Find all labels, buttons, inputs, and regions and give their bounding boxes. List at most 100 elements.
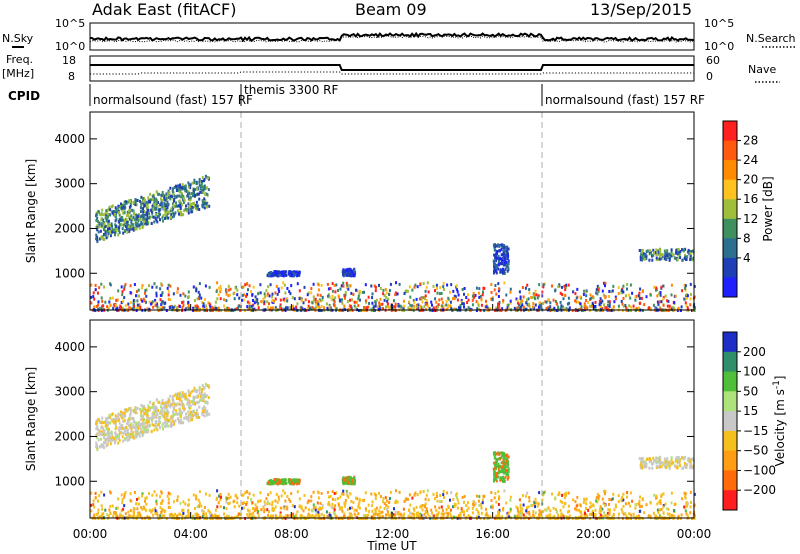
vel-scatter-cell <box>277 495 280 499</box>
power-scatter-cell <box>183 199 186 203</box>
vel-scatter-cell <box>631 499 634 503</box>
power-scatter-cell <box>183 197 186 201</box>
vel-scatter-cell <box>129 407 132 411</box>
vel-scatter-cell <box>171 395 174 399</box>
power-scatter-cell <box>500 253 503 257</box>
vel-scatter-cell <box>600 509 603 513</box>
power-scatter-cell <box>501 257 504 261</box>
power-scatter-cell <box>631 291 634 295</box>
vel-scatter-cell <box>95 421 98 425</box>
power-scatter-cell <box>127 225 130 229</box>
vel-scatter-cell <box>283 491 286 495</box>
vel-scatter-cell <box>246 508 249 512</box>
vel-scatter-cell <box>115 416 118 420</box>
power-scatter-cell <box>498 300 501 304</box>
vel-scatter-cell <box>161 424 164 428</box>
vel-scatter-cell <box>126 419 129 422</box>
power-scatter-cell <box>165 208 168 212</box>
vel-scatter-cell <box>237 514 240 518</box>
vel-scatter-cell <box>188 391 191 395</box>
vel-scatter-cell <box>151 508 154 512</box>
power-scatter-cell <box>371 292 374 296</box>
vel-scatter-cell <box>156 513 159 517</box>
vel-scatter-cell <box>528 496 531 499</box>
power-scatter-cell <box>604 296 607 299</box>
vel-scatter-cell <box>389 490 392 494</box>
vel-scatter-cell <box>426 512 429 516</box>
vel-scatter-cell <box>284 478 287 482</box>
vel-scatter-cell <box>357 502 360 506</box>
cpid-row: CPID normalsound (fast) 157 RF themis 33… <box>8 83 705 107</box>
power-scatter-cell <box>690 250 692 253</box>
power-scatter-cell <box>203 177 206 181</box>
power-scatter-cell <box>171 187 174 191</box>
power-scatter-cell <box>333 300 336 304</box>
power-scatter-cell <box>601 299 604 303</box>
vel-scatter-cell <box>105 444 108 448</box>
vel-scatter-cell <box>166 408 169 412</box>
vel-scatter-cell <box>612 513 615 517</box>
vel-scatter-cell <box>171 423 174 427</box>
power-scatter-cell <box>566 302 569 306</box>
power-scatter-cell <box>247 288 249 292</box>
power-scatter-cell <box>98 307 101 310</box>
power-scatter-cell <box>291 296 294 300</box>
power-scatter-cell <box>351 298 353 302</box>
power-scatter-cell <box>627 293 630 297</box>
vel-scatter-cell <box>139 407 141 411</box>
power-scatter-cell <box>374 285 377 289</box>
vel-scatter-cell <box>203 405 206 409</box>
vel-scatter-cell <box>169 514 172 518</box>
vel-scatter-cell <box>132 409 135 413</box>
vel-scatter-cell <box>519 515 522 519</box>
vel-scatter-cell <box>357 512 360 516</box>
vel-scatter-cell <box>437 511 440 515</box>
vel-scatter-cell <box>128 425 131 429</box>
power-scatter-cell <box>198 178 201 181</box>
power-scatter-cell <box>608 304 611 308</box>
power-scatter-cell <box>155 203 158 207</box>
power-scatter-cell <box>507 265 510 269</box>
power-scatter-cell <box>259 291 262 295</box>
vel-scatter-cell <box>250 498 252 502</box>
power-scatter-cell <box>334 305 337 309</box>
vel-scatter-cell <box>100 430 103 434</box>
power-scatter-cell <box>164 216 166 220</box>
power-scatter-cell <box>341 298 343 302</box>
power-scatter-cell <box>655 248 658 252</box>
vel-scatter-cell <box>528 512 531 516</box>
power-scatter-cell <box>414 283 417 287</box>
power-scatter-cell <box>273 299 275 303</box>
power-scatter-cell <box>315 305 318 309</box>
power-scatter-cell <box>151 206 154 210</box>
vel-scatter-cell <box>673 509 676 513</box>
power-scatter-cell <box>159 293 162 297</box>
vel-scatter-cell <box>382 496 385 500</box>
vel-scatter-cell <box>263 508 266 512</box>
power-scatter-cell <box>156 302 159 306</box>
power-scatter-cell <box>98 223 101 227</box>
vel-scatter-cell <box>141 507 144 511</box>
power-scatter-cell <box>134 218 137 222</box>
vel-scatter-cell <box>567 504 570 508</box>
vel-scatter-cell <box>121 424 123 427</box>
vel-scatter-cell <box>115 435 118 439</box>
cpid-segment-3: normalsound (fast) 157 RF <box>545 93 705 107</box>
vel-scatter-cell <box>124 437 127 440</box>
vel-scatter-cell <box>164 417 167 421</box>
vel-scatter-cell <box>123 426 126 430</box>
vel-scatter-cell <box>125 425 128 429</box>
power-scatter-cell <box>184 184 187 188</box>
power-scatter-cell <box>95 213 98 217</box>
noise-right-tick-top: 10^5 <box>704 17 734 30</box>
vel-scatter-cell <box>376 512 379 516</box>
power-scatter-cell <box>354 305 357 309</box>
power-scatter-cell <box>126 230 129 234</box>
power-scatter-cell <box>494 258 497 262</box>
vel-scatter-cell <box>370 492 373 496</box>
power-scatter-cell <box>123 200 126 204</box>
vel-scatter-cell <box>411 496 414 500</box>
power-y-tick-label: 1000 <box>54 266 85 280</box>
vel-scatter-cell <box>394 513 397 517</box>
vel-scatter-cell <box>652 511 655 515</box>
